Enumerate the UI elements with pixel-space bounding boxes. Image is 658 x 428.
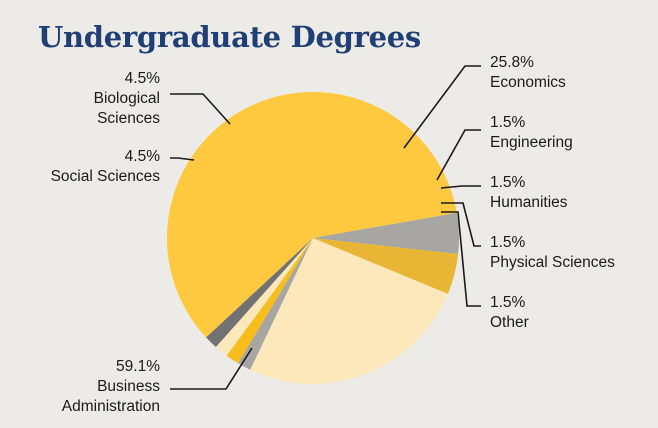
- slice-label-biological-sciences: 4.5% Biological Sciences: [94, 70, 161, 127]
- leader-line-other: [441, 211, 481, 307]
- leader-line-physical-sciences: [441, 202, 481, 247]
- pie-slice-physical-sciences: [215, 238, 313, 356]
- slice-label-business-administration: 59.1% Business Administration: [62, 358, 160, 415]
- chart-title: Undergraduate Degrees: [38, 20, 421, 54]
- pie-slice-economics: [250, 238, 448, 385]
- slice-label-physical-sciences: 1.5% Physical Sciences: [490, 234, 615, 271]
- pie-slice-business-administration: [166, 92, 457, 338]
- leader-line-engineering: [436, 129, 481, 181]
- leader-line-economics: [403, 65, 481, 149]
- leader-line-biological-sciences: [170, 93, 231, 125]
- slice-label-social-sciences: 4.5% Social Sciences: [51, 148, 161, 185]
- leader-line-social-sciences: [170, 157, 195, 161]
- pie-slice-humanities: [226, 238, 313, 364]
- leader-line-business-administration: [170, 347, 253, 390]
- slice-label-engineering: 1.5% Engineering: [490, 114, 573, 151]
- pie-slice-biological-sciences: [313, 238, 459, 294]
- slice-label-other: 1.5% Other: [490, 294, 529, 331]
- slice-label-humanities: 1.5% Humanities: [490, 174, 568, 211]
- pie-slice-other: [206, 238, 313, 348]
- leader-line-humanities: [440, 185, 481, 189]
- pie-slice-engineering: [238, 238, 313, 370]
- slice-label-economics: 25.8% Economics: [490, 54, 566, 91]
- pie-slice-social-sciences: [313, 212, 459, 254]
